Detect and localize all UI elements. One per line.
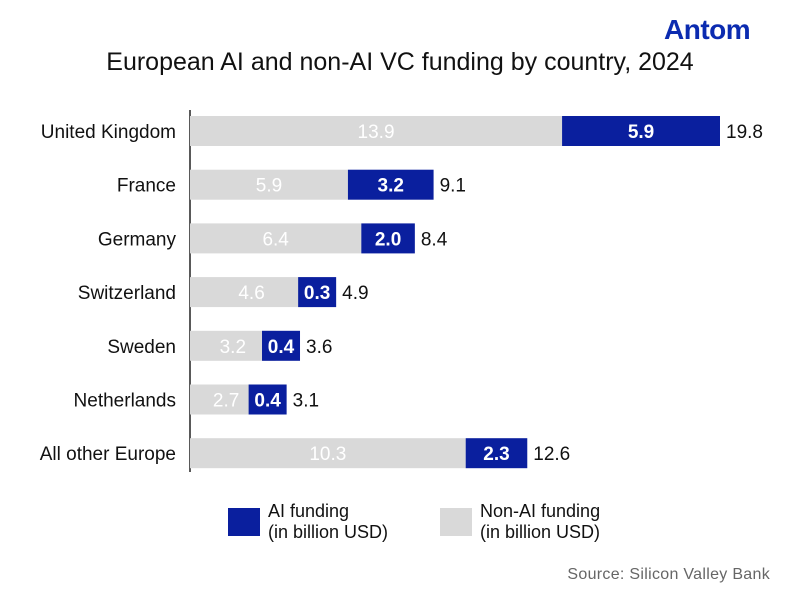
bar-non-ai — [190, 223, 362, 254]
data-label-non-ai: 13.9 — [358, 122, 395, 143]
bar-non-ai — [190, 330, 276, 361]
antom-logo: Antom — [664, 14, 751, 45]
data-label-total: 3.6 — [306, 337, 332, 358]
category-label: All other Europe — [40, 444, 176, 465]
bar-non-ai — [190, 169, 348, 200]
data-label-total: 8.4 — [421, 229, 448, 250]
data-label-ai: 3.2 — [378, 176, 404, 197]
data-label-ai: 0.4 — [268, 337, 295, 358]
category-label: France — [117, 176, 176, 197]
source-note: Source: Silicon Valley Bank — [567, 566, 770, 583]
bar-chart: United Kingdom 13.9 5.9 19.8 France 5.9 3.2 9.1… — [40, 110, 763, 472]
bar-ai — [347, 169, 434, 200]
data-label-non-ai: 3.2 — [220, 337, 246, 358]
category-label: Switzerland — [78, 283, 176, 304]
data-label-non-ai: 2.7 — [213, 391, 239, 412]
data-label-non-ai: 6.4 — [262, 229, 289, 250]
category-label: Germany — [98, 229, 177, 250]
bar-non-ai — [190, 277, 314, 308]
data-label-ai: 2.0 — [375, 229, 401, 250]
data-label-non-ai: 5.9 — [256, 176, 282, 197]
data-label-total: 12.6 — [533, 444, 570, 465]
legend-swatch-ai — [228, 508, 260, 536]
data-label-total: 4.9 — [342, 283, 368, 304]
bar-non-ai — [190, 116, 563, 146]
data-label-ai: 5.9 — [628, 122, 654, 143]
category-label: Netherlands — [74, 391, 176, 412]
bar-ai — [465, 438, 528, 469]
data-label-ai: 2.3 — [483, 444, 509, 465]
data-label-total: 9.1 — [440, 176, 466, 197]
category-label: United Kingdom — [41, 122, 176, 143]
chart-title: European AI and non-AI VC funding by cou… — [106, 48, 694, 76]
bar-ai — [248, 384, 287, 415]
bar-non-ai — [190, 438, 466, 469]
data-label-ai: 0.3 — [304, 283, 330, 304]
bar-ai — [262, 330, 301, 361]
data-label-non-ai: 4.6 — [238, 283, 264, 304]
legend-swatch-nonai — [440, 508, 472, 536]
bar-ai — [298, 277, 337, 308]
data-label-total: 3.1 — [293, 391, 319, 412]
bar-ai — [361, 223, 415, 254]
bar-ai — [562, 116, 720, 146]
data-label-non-ai: 10.3 — [309, 444, 346, 465]
data-label-total: 19.8 — [726, 122, 763, 143]
data-label-ai: 0.4 — [254, 391, 281, 412]
legend-label-nonai: Non-AI funding (in billion USD) — [480, 501, 601, 542]
category-label: Sweden — [107, 337, 176, 358]
legend-label-ai: AI funding (in billion USD) — [268, 501, 389, 542]
